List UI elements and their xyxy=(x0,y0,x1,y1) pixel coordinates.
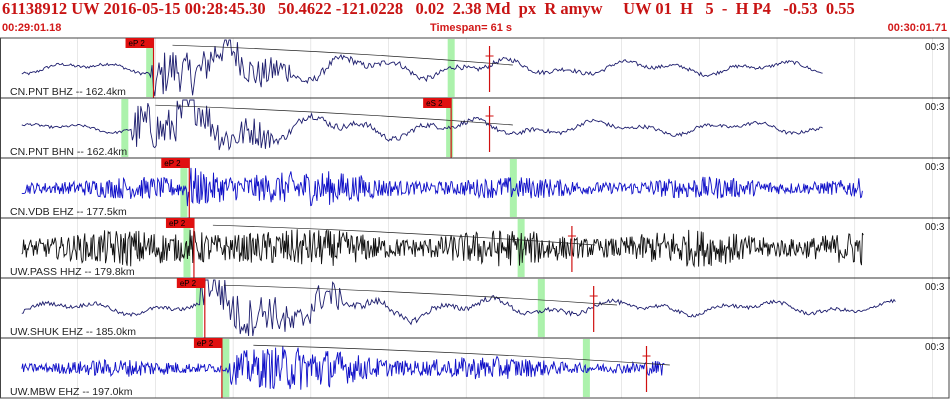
pick-window-marker xyxy=(146,39,154,97)
p-pick-flag xyxy=(125,38,154,48)
station-label: UW.SHUK EHZ -- 185.0km xyxy=(10,326,136,338)
trace-scale: 00:3 xyxy=(925,342,945,353)
station-label: CN.PNT BHN -- 162.4km xyxy=(10,146,127,158)
station-label: CN.VDB EHZ -- 177.5km xyxy=(10,206,127,218)
p-pick-label: eP 2 xyxy=(164,159,181,168)
p-pick-flag xyxy=(165,218,194,228)
trace-scale: 00:3 xyxy=(925,222,945,233)
pick-window-marker xyxy=(195,279,203,337)
s-pick-label: eS 2 xyxy=(426,99,443,108)
trace-scale: 00:3 xyxy=(925,282,945,293)
p-pick-flag xyxy=(161,158,190,168)
theoretical-arrival-curve xyxy=(253,344,670,366)
pick-window-marker xyxy=(582,339,590,397)
station-label: UW.MBW EHZ -- 197.0km xyxy=(10,386,133,398)
end-time: 00:30:01.71 xyxy=(887,22,947,34)
trace-scale: 00:3 xyxy=(925,162,945,173)
waveform-trace xyxy=(21,167,863,207)
timespan-label: Timespan= 61 s xyxy=(430,22,513,34)
s-pick-flag xyxy=(423,98,452,108)
station-label: CN.PNT BHZ -- 162.4km xyxy=(10,86,126,98)
p-pick-flag xyxy=(176,278,205,288)
pick-window-marker xyxy=(121,99,129,157)
start-time: 00:29:01.18 xyxy=(2,22,62,34)
theoretical-arrival-curve xyxy=(155,104,513,126)
waveform-trace xyxy=(21,229,864,268)
pick-window-marker xyxy=(517,219,525,277)
header-bar: 61138912 UW 2016-05-15 00:28:45.30 50.46… xyxy=(0,0,950,22)
p-pick-label: eP 2 xyxy=(129,39,146,48)
event-title: 61138912 UW 2016-05-15 00:28:45.30 50.46… xyxy=(2,0,855,18)
station-label: UW.PASS HHZ -- 179.8km xyxy=(10,266,135,278)
p-pick-label: eP 2 xyxy=(169,219,186,228)
trace-scale: 00:3 xyxy=(925,42,945,53)
waveform-trace xyxy=(21,345,665,390)
theoretical-arrival-curve xyxy=(212,224,596,246)
trace-scale: 00:3 xyxy=(925,102,945,113)
waveform-trace xyxy=(21,279,896,337)
p-pick-flag xyxy=(193,338,222,348)
waveform-trace xyxy=(21,99,823,151)
waveform-trace xyxy=(21,39,823,97)
theoretical-arrival-curve xyxy=(223,284,618,306)
pick-window-marker xyxy=(537,279,545,337)
p-pick-label: eP 2 xyxy=(180,279,197,288)
theoretical-arrival-curve xyxy=(172,44,513,66)
p-pick-label: eP 2 xyxy=(197,339,214,348)
